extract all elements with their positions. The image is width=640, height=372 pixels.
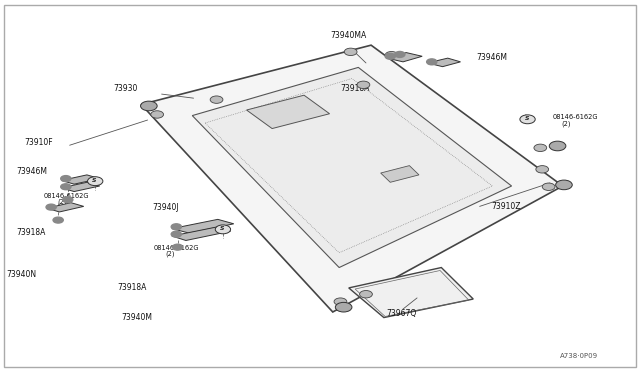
Polygon shape xyxy=(381,166,419,182)
Circle shape xyxy=(334,298,347,305)
Circle shape xyxy=(151,111,164,118)
Polygon shape xyxy=(349,267,473,318)
Circle shape xyxy=(335,302,352,312)
Text: 73946M: 73946M xyxy=(476,52,508,61)
Text: S: S xyxy=(220,227,225,231)
Circle shape xyxy=(88,177,103,186)
Circle shape xyxy=(542,183,555,190)
Polygon shape xyxy=(192,67,511,267)
Text: 08146-6162G: 08146-6162G xyxy=(553,115,598,121)
Circle shape xyxy=(210,96,223,103)
Text: 73967Q: 73967Q xyxy=(387,310,417,318)
Polygon shape xyxy=(172,227,230,240)
Circle shape xyxy=(46,204,56,210)
Circle shape xyxy=(172,224,181,230)
Circle shape xyxy=(549,141,566,151)
Text: 73946M: 73946M xyxy=(17,167,47,176)
Text: 73918A: 73918A xyxy=(340,84,370,93)
Polygon shape xyxy=(387,52,422,62)
Circle shape xyxy=(215,225,230,234)
Circle shape xyxy=(172,231,181,237)
Text: S: S xyxy=(92,178,97,183)
Text: 73910F: 73910F xyxy=(25,138,53,147)
Circle shape xyxy=(360,291,372,298)
Text: 73940M: 73940M xyxy=(121,313,152,322)
Polygon shape xyxy=(61,175,100,184)
Text: 73910Z: 73910Z xyxy=(491,202,521,211)
Circle shape xyxy=(427,59,437,65)
Text: (2): (2) xyxy=(561,120,571,126)
Circle shape xyxy=(141,101,157,111)
Polygon shape xyxy=(141,45,563,312)
Circle shape xyxy=(173,244,182,250)
Circle shape xyxy=(61,184,71,190)
Circle shape xyxy=(520,115,535,124)
Circle shape xyxy=(556,180,572,190)
Polygon shape xyxy=(61,182,100,192)
Text: 73930: 73930 xyxy=(113,84,138,93)
Circle shape xyxy=(344,48,357,55)
Text: 73918A: 73918A xyxy=(17,228,46,237)
Circle shape xyxy=(63,197,73,203)
Circle shape xyxy=(385,53,396,59)
Text: 08146-6162G: 08146-6162G xyxy=(44,193,90,199)
Circle shape xyxy=(61,176,71,182)
Circle shape xyxy=(536,166,548,173)
Polygon shape xyxy=(428,58,461,67)
Text: (2): (2) xyxy=(57,199,67,205)
Polygon shape xyxy=(246,95,330,129)
Text: (2): (2) xyxy=(166,251,175,257)
Text: A738·0P09: A738·0P09 xyxy=(559,353,598,359)
Circle shape xyxy=(53,217,63,223)
Text: 73940J: 73940J xyxy=(152,203,179,212)
Circle shape xyxy=(385,51,398,59)
Text: S: S xyxy=(525,116,529,121)
Text: 73940N: 73940N xyxy=(6,270,36,279)
Polygon shape xyxy=(172,219,234,233)
Text: 73940MA: 73940MA xyxy=(331,31,367,41)
Text: 08146-6162G: 08146-6162G xyxy=(154,245,200,251)
Text: 73918A: 73918A xyxy=(117,283,147,292)
Circle shape xyxy=(357,81,370,89)
Circle shape xyxy=(395,51,405,57)
Polygon shape xyxy=(47,203,84,212)
Circle shape xyxy=(534,144,547,151)
